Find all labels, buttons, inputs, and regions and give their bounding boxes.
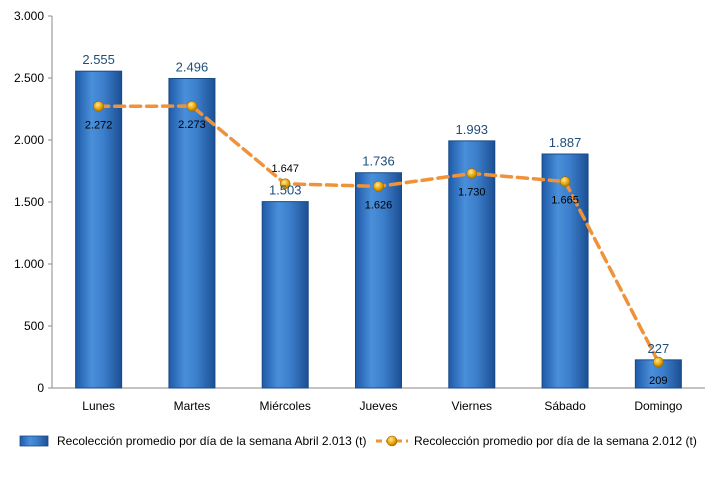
line-point <box>279 178 291 190</box>
line-data-label: 2.273 <box>178 119 206 131</box>
legend-line-label: Recolección promedio por día de la seman… <box>414 434 697 448</box>
bar <box>448 140 496 389</box>
line-point <box>559 176 571 187</box>
line-data-label: 1.665 <box>551 195 579 207</box>
bar-data-label: 227 <box>648 341 670 356</box>
x-tick-label: Viernes <box>452 399 492 413</box>
x-tick-label: Miércoles <box>260 399 311 413</box>
line-point <box>373 181 384 192</box>
x-tick-label: Lunes <box>82 399 115 413</box>
y-tick-label: 500 <box>24 319 44 333</box>
y-tick-label: 1.500 <box>14 195 44 209</box>
bar <box>75 70 123 389</box>
line-data-label: 2.272 <box>85 119 113 131</box>
bar-data-label: 1.887 <box>549 135 582 150</box>
line-data-label: 1.647 <box>271 163 299 175</box>
y-tick-label: 3.000 <box>14 9 44 23</box>
line-data-label: 209 <box>649 375 667 387</box>
line-point <box>466 168 478 179</box>
bar-data-label: 1.736 <box>362 154 395 169</box>
line-series <box>93 100 664 368</box>
bar <box>541 153 589 389</box>
x-tick-label: Sábado <box>544 399 586 413</box>
bar-data-label: 2.496 <box>176 59 209 74</box>
bar-series <box>75 70 682 389</box>
x-tick-label: Domingo <box>634 399 682 413</box>
y-tick-label: 0 <box>37 381 44 395</box>
x-tick-label: Martes <box>174 399 211 413</box>
axes: 0 500 1.000 1.500 2.000 2.500 3.000 Lunes Martes… <box>14 9 705 413</box>
y-tick-label: 1.000 <box>14 257 44 271</box>
data-labels: 2.555 2.496 1.503 1.736 1.993 1.887 227 2.272 2.… <box>82 52 669 387</box>
bar-data-label: 1.503 <box>269 183 302 198</box>
bar-data-label: 1.993 <box>456 122 489 137</box>
legend-line-marker <box>386 435 398 447</box>
line-data-label: 1.626 <box>365 199 393 211</box>
line-point <box>93 100 104 112</box>
line-point <box>653 356 664 368</box>
legend-bar-swatch <box>19 435 49 447</box>
bar <box>261 201 309 389</box>
x-tick-label: Jueves <box>359 399 397 413</box>
y-tick-label: 2.000 <box>14 133 44 147</box>
line-point <box>186 100 198 112</box>
y-tick-label: 2.500 <box>14 71 44 85</box>
legend: Recolección promedio por día de la seman… <box>19 434 697 448</box>
line-data-label: 1.730 <box>458 186 486 198</box>
bar <box>168 77 216 389</box>
bar-data-label: 2.555 <box>82 52 115 67</box>
bar <box>355 172 402 389</box>
legend-bar-label: Recolección promedio por día de la seman… <box>57 434 367 448</box>
